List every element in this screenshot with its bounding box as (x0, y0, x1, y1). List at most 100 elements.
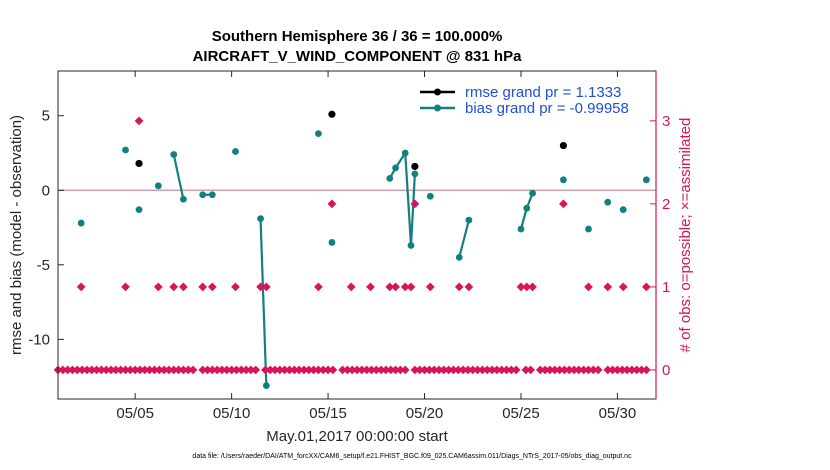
bias-point (426, 192, 434, 200)
bias-point (262, 382, 270, 389)
bias-point (455, 253, 463, 261)
x-tick-label: 05/30 (599, 405, 637, 422)
obs-assimilated-point (584, 282, 593, 292)
chart-title-line2: AIRCRAFT_V_WIND_COMPONENT @ 831 hPa (193, 48, 523, 65)
obs-assimilated-point (603, 282, 613, 292)
obs-assimilated-point (134, 116, 144, 126)
x-tick-label: 05/05 (116, 405, 154, 422)
obs-assimilated-point (198, 282, 208, 292)
obs-possible-point (188, 365, 198, 375)
obs-assimilated-point (366, 282, 375, 292)
bias-point (529, 189, 536, 197)
bias-point (407, 242, 415, 249)
obs-possible-point (593, 365, 603, 375)
plot-area (58, 71, 656, 399)
y-axis-left-label: rmse and bias (model - observation) (8, 115, 25, 355)
y-right-tick-label: 2 (662, 196, 670, 213)
bias-point (77, 219, 85, 227)
obs-assimilated-point (346, 282, 356, 292)
obs-assimilated-point (327, 199, 337, 209)
x-tick-label: 05/15 (309, 405, 347, 422)
x-tick-label: 05/25 (502, 405, 540, 422)
y-right-tick-label: 0 (662, 362, 670, 379)
obs-possible-point (526, 365, 535, 375)
bias-point (604, 198, 612, 206)
legend-rmse-marker (434, 88, 441, 96)
x-axis-label: May.01,2017 00:00:00 start (266, 428, 448, 445)
y-left-tick-label: -10 (28, 331, 50, 348)
obs-assimilated-point (406, 282, 416, 292)
bias-point (232, 148, 239, 155)
obs-possible-point (400, 365, 410, 375)
obs-assimilated-point (207, 282, 217, 292)
bias-segment (458, 219, 470, 258)
obs-assimilated-point (121, 282, 130, 292)
bias-segment (519, 207, 528, 230)
obs-assimilated-point (391, 282, 400, 292)
obs-possible-point (251, 365, 261, 375)
obs-assimilated-point (641, 282, 651, 292)
rmse-point (411, 162, 419, 171)
obs-assimilated-point (153, 282, 163, 292)
obs-assimilated-point (231, 282, 240, 292)
rmse-point (135, 159, 143, 168)
obs-assimilated-point (261, 282, 271, 292)
obs-possible-point (511, 365, 521, 375)
bias-point (619, 206, 627, 214)
obs-possible-point (641, 365, 651, 375)
bias-point (465, 216, 473, 224)
y-left-tick-label: -5 (37, 257, 50, 274)
bias-point (328, 239, 336, 246)
legend: rmse grand pr = 1.1333 bias grand pr = -… (420, 84, 629, 117)
bias-point (199, 191, 207, 199)
obs-assimilated-point (169, 282, 179, 292)
rmse-point (559, 141, 568, 150)
obs-assimilated-point (256, 282, 265, 292)
bias-segment (404, 152, 413, 246)
obs-possible-point (328, 365, 338, 375)
bias-point (386, 174, 394, 182)
footer-data-file: data file: /Users/raeder/DAI/ATM_forcXX/… (192, 453, 632, 460)
bias-point (179, 195, 187, 203)
legend-bias-label: bias grand pr = -0.99958 (465, 100, 629, 117)
obs-assimilated-point (400, 282, 410, 292)
obs-assimilated-point (314, 282, 323, 292)
obs-assimilated-point (516, 282, 526, 292)
bias-point (585, 225, 592, 233)
obs-assimilated-point (522, 282, 532, 292)
legend-rmse-label: rmse grand pr = 1.1333 (465, 84, 621, 101)
obs-assimilated-point (464, 282, 474, 292)
obs-assimilated-point (528, 282, 537, 292)
obs-assimilated-point (454, 282, 464, 292)
obs-assimilated-point (410, 199, 420, 209)
obs-assimilated-point (559, 199, 568, 209)
bias-point (315, 130, 322, 138)
y-right-tick-label: 3 (662, 113, 670, 130)
bias-point (523, 204, 531, 212)
chart-title-line1: Southern Hemisphere 36 / 36 = 100.000% (212, 28, 503, 45)
x-tick-label: 05/20 (406, 405, 444, 422)
bias-point (257, 215, 264, 223)
bias-point (560, 176, 567, 184)
y-axis-right-label: # of obs: o=possible; ×=assimilated (677, 118, 694, 353)
bias-point (517, 225, 525, 233)
bias-point (642, 176, 650, 184)
obs-assimilated-point (425, 282, 435, 292)
bias-point (122, 146, 129, 154)
bias-point (411, 170, 419, 178)
obs-assimilated-point (618, 282, 628, 292)
obs-assimilated-point (385, 282, 395, 292)
bias-point (208, 191, 216, 199)
x-tick-label: 05/10 (213, 405, 251, 422)
y-right-tick-label: 1 (662, 279, 670, 296)
y-left-tick-label: 5 (42, 108, 50, 125)
bias-segment (172, 154, 185, 200)
obs-assimilated-point (76, 282, 86, 292)
y-left-tick-label: 0 (42, 182, 50, 199)
rmse-point (328, 110, 336, 118)
legend-bias-marker (434, 104, 441, 112)
bias-point (135, 206, 143, 214)
bias-point (392, 164, 399, 172)
bias-point (401, 149, 409, 157)
